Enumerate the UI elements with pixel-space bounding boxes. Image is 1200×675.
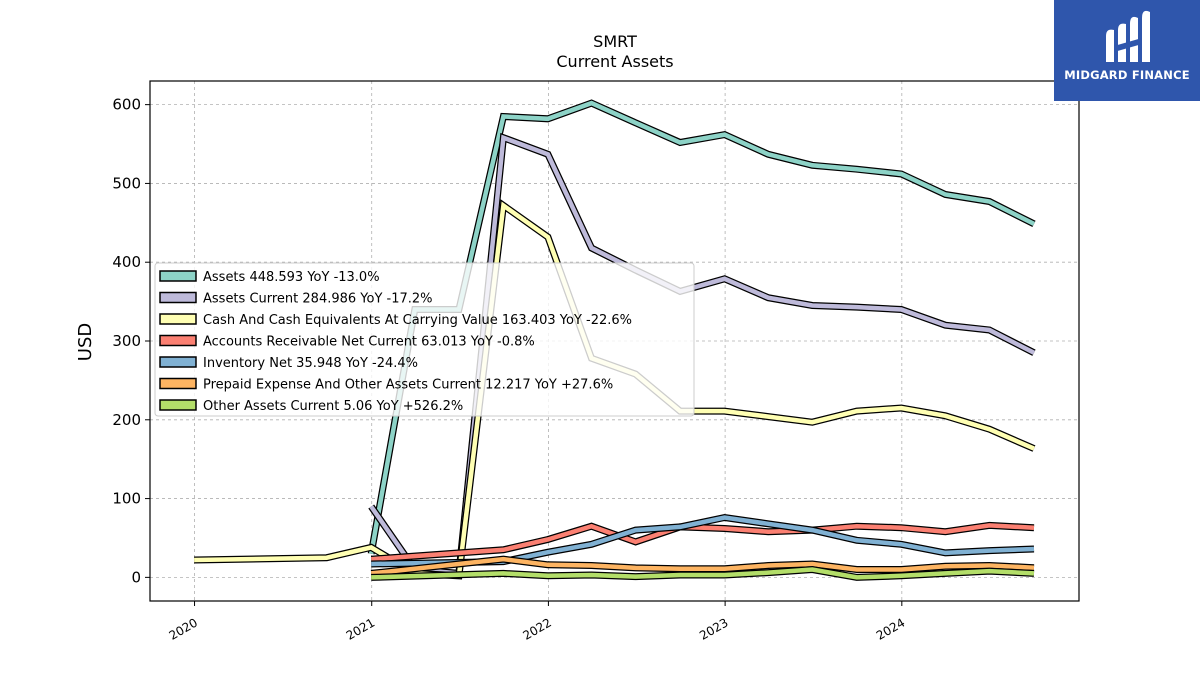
legend-swatch <box>159 399 197 411</box>
x-tick-label: 2022 <box>520 615 553 642</box>
x-tick-label: 2020 <box>167 615 200 642</box>
series-line <box>370 556 1035 576</box>
y-tick-label: 500 <box>112 174 141 192</box>
y-tick-label: 200 <box>112 411 141 429</box>
chart-subtitle: Current Assets <box>556 52 673 71</box>
legend-swatch <box>159 377 197 390</box>
legend: Assets 448.593 YoY -13.0% Assets Current … <box>154 262 695 417</box>
y-tick-label: 0 <box>131 568 141 586</box>
legend-swatch <box>159 313 197 325</box>
legend-swatch <box>159 291 197 304</box>
brand-logo: MIDGARD FINANCE <box>1054 0 1200 101</box>
y-tick-label: 600 <box>112 96 141 114</box>
y-axis-ticks: 0 100 200 300 400 500 600 <box>112 96 150 586</box>
legend-entry: Assets Current 284.986 YoY -17.2% <box>203 292 433 307</box>
y-tick-label: 400 <box>112 253 141 271</box>
x-tick-label: 2024 <box>874 615 907 642</box>
series-line <box>371 567 1035 580</box>
series-line <box>371 523 1035 562</box>
x-axis-ticks: 2020 2021 2022 2023 2024 <box>167 601 907 643</box>
series-outline <box>371 513 1035 568</box>
logo-text: MIDGARD FINANCE <box>1064 68 1190 82</box>
y-tick-label: 100 <box>112 490 141 508</box>
midgard-logo-icon <box>1106 10 1150 63</box>
y-tick-label: 300 <box>112 332 141 350</box>
legend-box <box>154 262 695 417</box>
legend-entry: Accounts Receivable Net Current 63.013 Y… <box>203 335 535 350</box>
series-line <box>368 100 1036 555</box>
legend-entry: Prepaid Expense And Other Assets Current… <box>203 378 613 393</box>
legend-swatch <box>159 334 197 347</box>
plot-frame <box>149 80 1080 602</box>
legend-entry: Other Assets Current 5.06 YoY +526.2% <box>203 399 463 414</box>
legend-entry: Inventory Net 35.948 YoY -24.4% <box>203 356 418 371</box>
series-line <box>371 515 1035 567</box>
x-tick-label: 2021 <box>344 615 377 642</box>
legend-swatch <box>159 270 197 282</box>
y-axis-label: USD <box>75 323 96 361</box>
legend-entry: Cash And Cash Equivalents At Carrying Va… <box>203 313 632 328</box>
x-tick-label: 2023 <box>697 615 730 642</box>
legend-entry: Assets 448.593 YoY -13.0% <box>203 270 380 285</box>
legend-swatch <box>159 356 197 368</box>
chart-title: SMRT <box>593 32 637 51</box>
